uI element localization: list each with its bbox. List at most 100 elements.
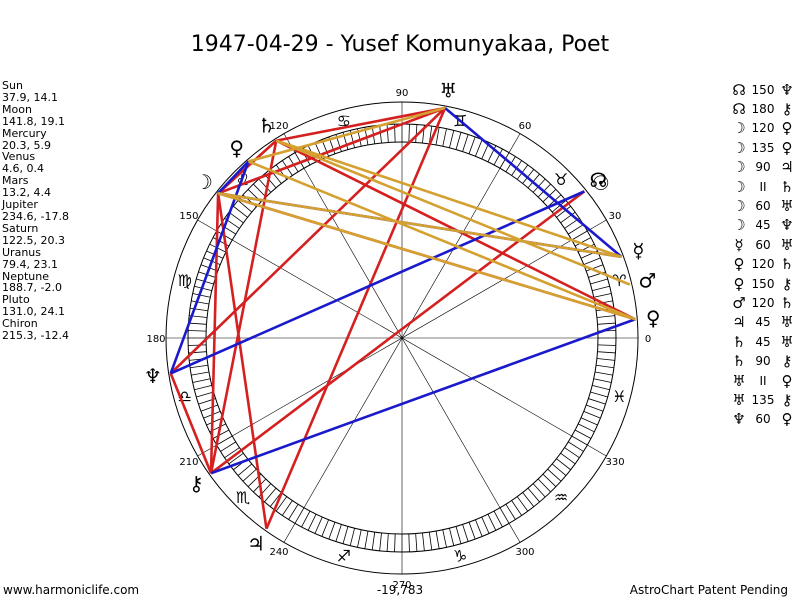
- aspect-degree: 60: [755, 199, 771, 214]
- degree-tick: [527, 173, 540, 189]
- degree-tick: [571, 435, 588, 446]
- aspect-body-a: ☿: [734, 235, 744, 254]
- planet-name: Mars: [2, 174, 29, 188]
- planet-position-list: Sun 37.9, 14.1 Moon 141.8, 19.1 Mercury 20.3,…: [2, 80, 69, 342]
- aspect-row: ♆ 60 ♀: [730, 410, 796, 429]
- aspect-body-b: ♄: [780, 255, 794, 274]
- degree-tick: [379, 125, 382, 144]
- degree-tick: [275, 496, 288, 512]
- degree-tick: [442, 128, 447, 147]
- aspect-degree: 180: [751, 102, 775, 117]
- aspect-row: ☽ 45 ♆: [730, 216, 796, 235]
- aspect-row: ☽ 135 ♀: [730, 138, 796, 157]
- degree-tick: [188, 344, 207, 346]
- degree-tick: [542, 473, 557, 487]
- degree-tick: [574, 237, 592, 247]
- degree-tick: [342, 526, 349, 544]
- degree-tick: [237, 200, 253, 213]
- aspect-body-b: ♀: [781, 410, 793, 429]
- degree-tick: [499, 152, 510, 169]
- degree-label: 120: [269, 121, 288, 132]
- aspect-degree: 120: [751, 257, 775, 272]
- degree-tick: [560, 211, 576, 224]
- degree-label: 240: [269, 547, 288, 558]
- degree-tick: [196, 391, 214, 398]
- planet-name: Uranus: [2, 245, 41, 259]
- aspect-degree: II: [759, 373, 767, 388]
- degree-tick: [597, 351, 616, 354]
- degree-tick: [560, 452, 576, 465]
- aspect-degree: 150: [751, 82, 775, 97]
- degree-tick: [364, 530, 369, 549]
- degree-tick: [551, 200, 567, 213]
- degree-tick: [593, 378, 612, 383]
- aspect-row: ♃ 45 ♅: [730, 313, 796, 332]
- degree-label: 330: [605, 457, 624, 468]
- degree-tick: [307, 513, 317, 531]
- degree-tick: [449, 528, 455, 546]
- degree-tick: [294, 152, 305, 169]
- planet-glyph: ♅: [439, 78, 457, 102]
- aspect-line: [209, 140, 278, 474]
- aspect-body-b: ♀: [781, 371, 793, 390]
- planet-glyph: ♀: [646, 306, 661, 330]
- aspect-body-a: ☽: [732, 119, 746, 138]
- degree-tick: [191, 371, 210, 376]
- zodiac-glyph: ♏: [236, 488, 250, 507]
- degree-tick: [233, 205, 248, 218]
- aspect-body-a: ♀: [733, 274, 745, 293]
- degree-tick: [228, 452, 244, 465]
- planet-glyph: ☊: [590, 168, 608, 192]
- footer-website[interactable]: www.harmoniclife.com: [3, 583, 140, 597]
- degree-tick: [288, 504, 299, 520]
- degree-tick: [435, 530, 440, 549]
- planet-name: Venus: [2, 150, 36, 164]
- aspect-row: ☽ 60 ♅: [730, 196, 796, 215]
- zodiac-glyph: ♑: [453, 546, 467, 565]
- planet-name: Neptune: [2, 269, 50, 283]
- aspect-row: ♀ 120 ♄: [730, 255, 796, 274]
- planet-glyph: ☿: [632, 239, 644, 263]
- aspect-body-b: ♄: [780, 177, 794, 196]
- aspect-row: ♄ 45 ♅: [730, 332, 796, 351]
- aspect-row: ♀ 150 ⚷: [730, 274, 796, 293]
- aspect-row: ♅ 135 ⚷: [730, 390, 796, 409]
- aspect-body-a: ♂: [732, 293, 746, 312]
- aspect-degree: 135: [751, 392, 775, 407]
- degree-tick: [394, 533, 396, 552]
- degree-label: 150: [179, 211, 198, 222]
- degree-tick: [596, 358, 615, 361]
- aspect-line: [247, 160, 636, 321]
- house-spoke: [232, 239, 572, 437]
- aspect-body-b: ♅: [780, 313, 794, 332]
- degree-tick: [188, 322, 207, 325]
- zodiac-glyph: ♐: [337, 546, 351, 565]
- degree-tick: [408, 533, 410, 552]
- aspect-body-a: ☽: [732, 158, 746, 177]
- degree-label: 0: [645, 334, 651, 345]
- aspect-body-a: ☊: [732, 100, 746, 119]
- degree-tick: [590, 278, 608, 285]
- degree-tick: [435, 127, 440, 146]
- aspect-body-a: ♅: [732, 390, 746, 409]
- planet-glyph: ♆: [144, 364, 162, 388]
- degree-tick: [527, 487, 540, 503]
- aspect-degree: 45: [755, 218, 771, 233]
- aspect-line: [275, 139, 631, 286]
- aspect-line: [169, 372, 213, 474]
- aspect-degree: 135: [751, 140, 775, 155]
- aspect-row: ♅ II ♀: [730, 371, 796, 390]
- degree-tick: [321, 519, 329, 537]
- aspect-degree: 60: [755, 237, 771, 252]
- degree-label: 270: [392, 580, 411, 591]
- aspect-line: [217, 160, 250, 195]
- aspect-row: ☽ II ♄: [730, 177, 796, 196]
- degree-tick: [301, 510, 311, 528]
- degree-tick: [294, 507, 305, 524]
- planet-position: 234.6, -17.8: [2, 209, 69, 223]
- degree-tick: [282, 500, 293, 516]
- degree-tick: [475, 519, 483, 537]
- aspect-line: [210, 318, 636, 475]
- aspect-degree: II: [759, 179, 767, 194]
